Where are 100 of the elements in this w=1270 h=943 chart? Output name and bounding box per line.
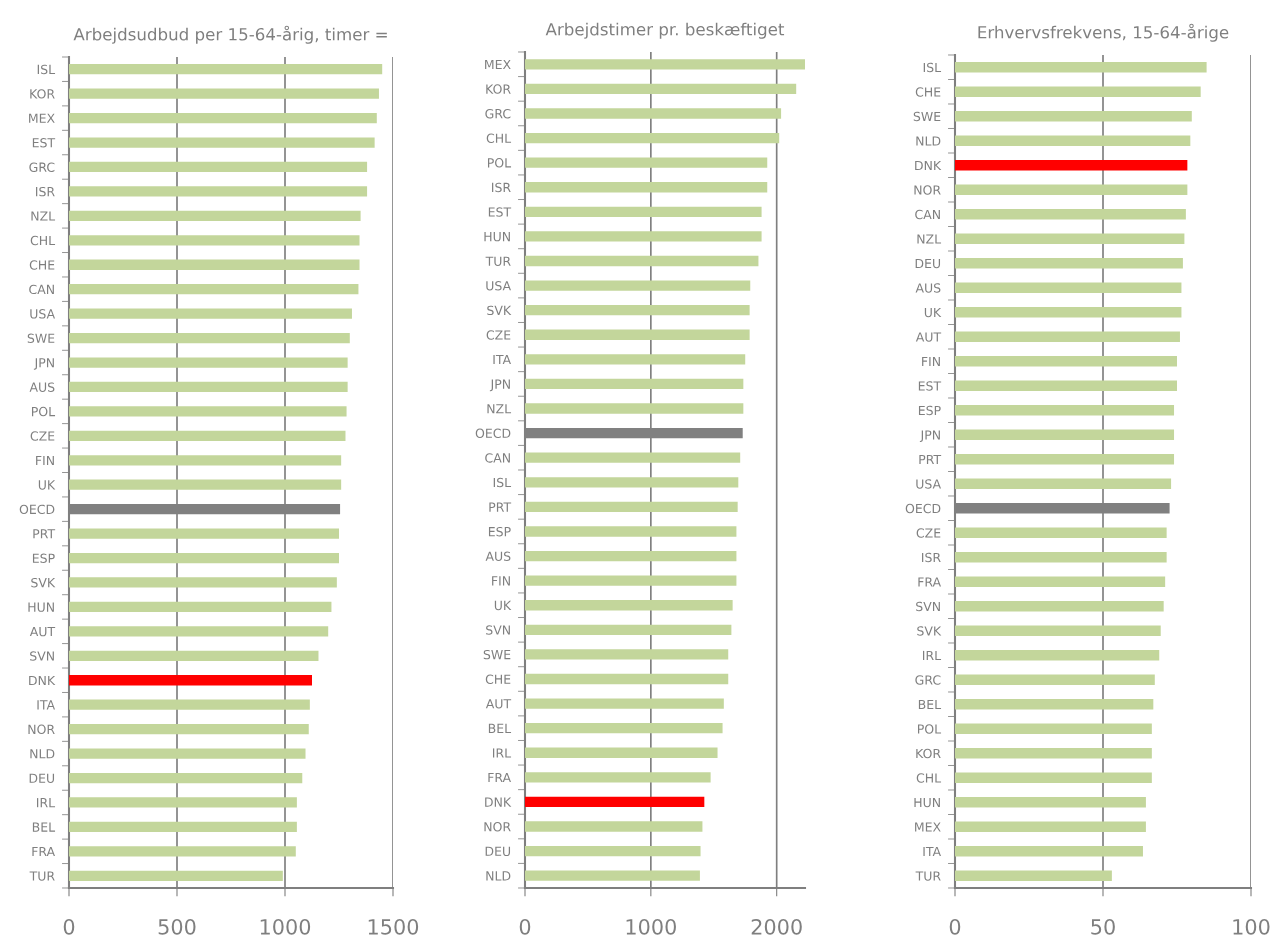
- bar: [69, 112, 377, 124]
- y-tick-label: CZE: [30, 431, 55, 441]
- bar: [955, 184, 1188, 195]
- bar: [525, 772, 711, 783]
- x-tick-label: 1000: [626, 918, 676, 935]
- x-tick-label: 0: [949, 918, 961, 935]
- bar: [525, 550, 737, 562]
- bar: [525, 255, 759, 267]
- y-tick-label: IRL: [493, 748, 512, 758]
- y-tick-label: NOR: [28, 724, 55, 735]
- y-tick-label: ISR: [922, 552, 941, 563]
- y-tick-label: SVN: [916, 601, 940, 612]
- bar: [69, 748, 306, 759]
- bar: [955, 62, 1207, 73]
- y-tick-label: SVN: [486, 625, 510, 635]
- y-tick-label: UK: [38, 480, 56, 490]
- bar: [69, 137, 375, 148]
- y-tick-label: NZL: [487, 404, 512, 414]
- y-tick-label: NLD: [486, 871, 511, 881]
- chart-title: Erhvervsfrekvens, 15-64-årige: [978, 23, 1229, 42]
- y-tick-label: SWE: [913, 111, 941, 122]
- y-tick-label: PRT: [33, 529, 56, 539]
- y-tick-label: OECD: [19, 504, 55, 515]
- y-tick-label: EST: [488, 207, 512, 217]
- y-tick-label: DNK: [29, 675, 56, 685]
- y-tick-label: BEL: [918, 699, 942, 709]
- y-tick-label: ISL: [37, 64, 56, 75]
- bar: [69, 528, 339, 539]
- bar: [525, 83, 797, 95]
- bar: [955, 552, 1167, 563]
- bar: [955, 674, 1155, 685]
- bar: [525, 157, 768, 168]
- y-tick-label: KOR: [30, 89, 55, 99]
- y-tick-label: NZL: [917, 234, 942, 244]
- bar: [525, 845, 701, 857]
- y-tick-label: KOR: [916, 748, 941, 759]
- y-tick-label: CHL: [916, 773, 942, 783]
- y-tick-label: SWE: [27, 333, 55, 343]
- y-tick-label: USA: [30, 309, 56, 319]
- y-tick-label: SWE: [483, 649, 511, 660]
- bar: [69, 235, 360, 246]
- bar: [525, 796, 705, 808]
- y-tick-label: MEX: [915, 822, 941, 832]
- y-tick-label: PRT: [489, 502, 512, 512]
- y-tick-label: CZE: [486, 330, 511, 340]
- bar: [525, 108, 782, 119]
- y-tick-label: CHL: [30, 235, 56, 246]
- y-tick-label: NZL: [31, 211, 56, 221]
- bar: [525, 403, 744, 414]
- y-tick-label: HUN: [484, 232, 510, 242]
- x-tick-label: 0: [63, 918, 75, 935]
- bar: [955, 625, 1161, 636]
- bar: [69, 650, 319, 661]
- bar: [69, 259, 360, 270]
- y-tick-label: KOR: [486, 84, 511, 94]
- bar: [69, 797, 297, 808]
- y-tick-label: BEL: [32, 822, 56, 832]
- bar: [955, 821, 1146, 832]
- y-tick-label: ITA: [493, 354, 512, 365]
- y-tick-label: CHE: [915, 87, 941, 97]
- bar: [955, 405, 1175, 416]
- y-tick-label: NLD: [916, 136, 941, 146]
- bar: [69, 357, 348, 368]
- bar: [69, 308, 352, 319]
- y-tick-label: DNK: [915, 160, 942, 170]
- bar: [955, 111, 1192, 122]
- y-tick-label: FRA: [32, 846, 56, 857]
- y-tick-label: USA: [486, 281, 512, 291]
- x-tick-label: 2000: [751, 918, 802, 935]
- y-tick-label: UK: [924, 307, 942, 318]
- bar: [955, 160, 1188, 171]
- bar: [955, 870, 1112, 881]
- bar: [525, 600, 733, 611]
- y-tick-label: OECD: [905, 503, 941, 514]
- y-tick-label: TUR: [485, 256, 511, 266]
- bar: [955, 135, 1191, 146]
- y-tick-label: SVK: [487, 305, 512, 316]
- y-tick-label: DEU: [915, 258, 941, 269]
- y-tick-label: ESP: [918, 405, 941, 416]
- y-tick-label: SVK: [31, 577, 56, 588]
- chart-title: Arbejdstimer pr. beskæftiget: [545, 22, 785, 39]
- y-tick-label: MEX: [29, 113, 55, 123]
- x-tick-label: 50: [1091, 918, 1115, 935]
- bar: [69, 161, 368, 173]
- bar: [525, 723, 723, 734]
- bar: [69, 601, 332, 613]
- bar: [69, 821, 297, 833]
- bar: [69, 430, 346, 441]
- bar: [525, 452, 741, 463]
- bar: [69, 406, 347, 417]
- y-tick-label: NLD: [30, 749, 55, 759]
- bar: [69, 186, 368, 197]
- y-tick-label: AUT: [485, 699, 512, 709]
- bar: [955, 650, 1160, 661]
- bar: [955, 282, 1182, 293]
- y-tick-label: ISL: [493, 477, 512, 488]
- y-tick-label: POL: [32, 406, 56, 417]
- y-tick-label: ESP: [488, 526, 511, 537]
- bar: [525, 231, 762, 242]
- y-tick-label: ESP: [32, 553, 55, 563]
